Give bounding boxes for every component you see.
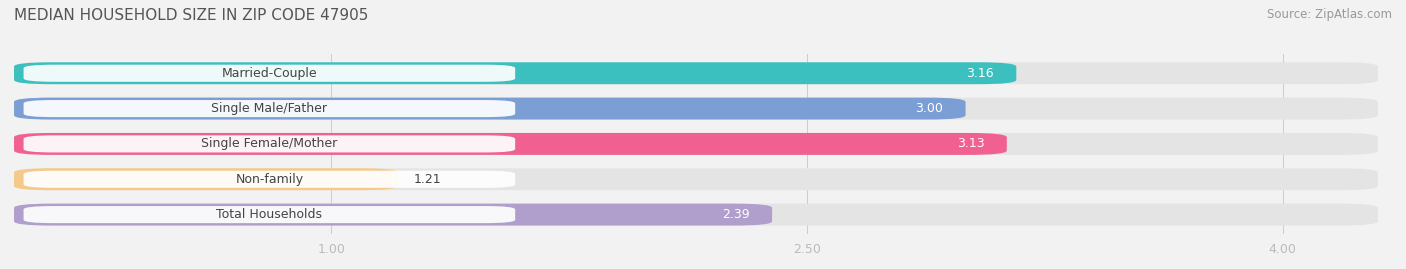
- FancyBboxPatch shape: [14, 168, 398, 190]
- FancyBboxPatch shape: [14, 62, 1378, 84]
- FancyBboxPatch shape: [14, 204, 772, 225]
- FancyBboxPatch shape: [14, 133, 1378, 155]
- Text: Non-family: Non-family: [235, 173, 304, 186]
- FancyBboxPatch shape: [14, 204, 1378, 225]
- FancyBboxPatch shape: [14, 62, 1017, 84]
- FancyBboxPatch shape: [14, 168, 1378, 190]
- Text: 3.13: 3.13: [957, 137, 984, 150]
- Text: Source: ZipAtlas.com: Source: ZipAtlas.com: [1267, 8, 1392, 21]
- FancyBboxPatch shape: [24, 65, 515, 82]
- Text: 3.00: 3.00: [915, 102, 943, 115]
- Text: MEDIAN HOUSEHOLD SIZE IN ZIP CODE 47905: MEDIAN HOUSEHOLD SIZE IN ZIP CODE 47905: [14, 8, 368, 23]
- Text: 1.21: 1.21: [413, 173, 441, 186]
- FancyBboxPatch shape: [24, 171, 515, 188]
- Text: 3.16: 3.16: [966, 67, 994, 80]
- FancyBboxPatch shape: [24, 135, 515, 153]
- Text: Single Male/Father: Single Male/Father: [211, 102, 328, 115]
- FancyBboxPatch shape: [14, 133, 1007, 155]
- Text: Married-Couple: Married-Couple: [222, 67, 318, 80]
- Text: Single Female/Mother: Single Female/Mother: [201, 137, 337, 150]
- Text: 2.39: 2.39: [723, 208, 749, 221]
- FancyBboxPatch shape: [24, 206, 515, 223]
- Text: Total Households: Total Households: [217, 208, 322, 221]
- FancyBboxPatch shape: [14, 98, 1378, 119]
- FancyBboxPatch shape: [24, 100, 515, 117]
- FancyBboxPatch shape: [14, 98, 966, 119]
